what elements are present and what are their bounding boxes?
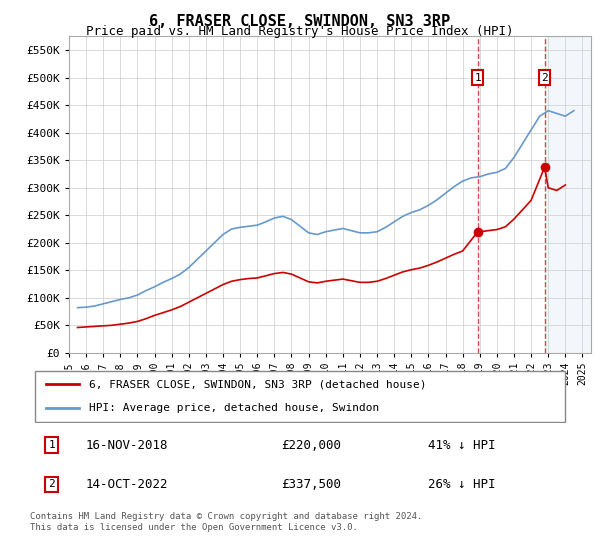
Text: Contains HM Land Registry data © Crown copyright and database right 2024.
This d: Contains HM Land Registry data © Crown c…: [30, 512, 422, 532]
Text: 2: 2: [48, 479, 55, 489]
Bar: [545, 36, 591, 353]
Text: £337,500: £337,500: [281, 478, 341, 491]
Text: 1: 1: [475, 73, 481, 83]
Text: 6, FRASER CLOSE, SWINDON, SN3 3RP: 6, FRASER CLOSE, SWINDON, SN3 3RP: [149, 14, 451, 29]
Text: HPI: Average price, detached house, Swindon: HPI: Average price, detached house, Swin…: [89, 403, 380, 413]
Text: 2: 2: [541, 73, 548, 83]
FancyBboxPatch shape: [35, 371, 565, 422]
Text: 1: 1: [48, 440, 55, 450]
Text: Price paid vs. HM Land Registry's House Price Index (HPI): Price paid vs. HM Land Registry's House …: [86, 25, 514, 38]
Text: 14-OCT-2022: 14-OCT-2022: [86, 478, 169, 491]
Text: 41% ↓ HPI: 41% ↓ HPI: [428, 438, 496, 452]
Text: £220,000: £220,000: [281, 438, 341, 452]
Text: 26% ↓ HPI: 26% ↓ HPI: [428, 478, 496, 491]
Text: 16-NOV-2018: 16-NOV-2018: [86, 438, 169, 452]
Text: 6, FRASER CLOSE, SWINDON, SN3 3RP (detached house): 6, FRASER CLOSE, SWINDON, SN3 3RP (detac…: [89, 380, 427, 390]
